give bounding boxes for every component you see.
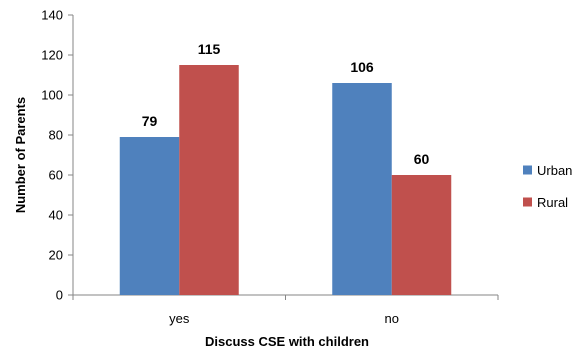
y-tick-label: 0 <box>56 288 63 303</box>
bar-rural-yes <box>179 65 239 295</box>
data-label: 106 <box>350 59 374 75</box>
data-label: 79 <box>142 113 158 129</box>
legend-swatch-urban <box>523 165 532 175</box>
legend-label-rural: Rural <box>537 195 568 210</box>
data-label: 60 <box>414 151 430 167</box>
y-axis-title: Number of Parents <box>13 97 28 213</box>
data-label: 115 <box>198 41 221 57</box>
y-tick-label: 140 <box>41 8 63 23</box>
y-tick-label: 20 <box>49 248 63 263</box>
legend: Urban Rural <box>523 163 572 210</box>
y-tick-label: 100 <box>41 88 63 103</box>
x-axis: yes no <box>72 294 499 326</box>
x-axis-title: Discuss CSE with children <box>205 334 369 349</box>
x-category-label: yes <box>169 311 190 326</box>
bar-urban-yes <box>119 137 180 295</box>
legend-swatch-rural <box>523 197 532 207</box>
y-tick-label: 120 <box>41 48 63 63</box>
legend-label-urban: Urban <box>537 163 572 178</box>
y-tick-label: 40 <box>49 208 63 223</box>
bars <box>119 65 452 295</box>
bar-urban-no <box>332 83 392 295</box>
bar-rural-no <box>391 175 452 295</box>
y-tick-label: 60 <box>49 168 63 183</box>
data-labels: 79 115 106 60 <box>142 41 430 167</box>
y-tick-label: 80 <box>49 128 63 143</box>
x-category-label: no <box>385 311 399 326</box>
y-axis: 0 20 40 60 80 100 120 140 <box>41 8 74 303</box>
